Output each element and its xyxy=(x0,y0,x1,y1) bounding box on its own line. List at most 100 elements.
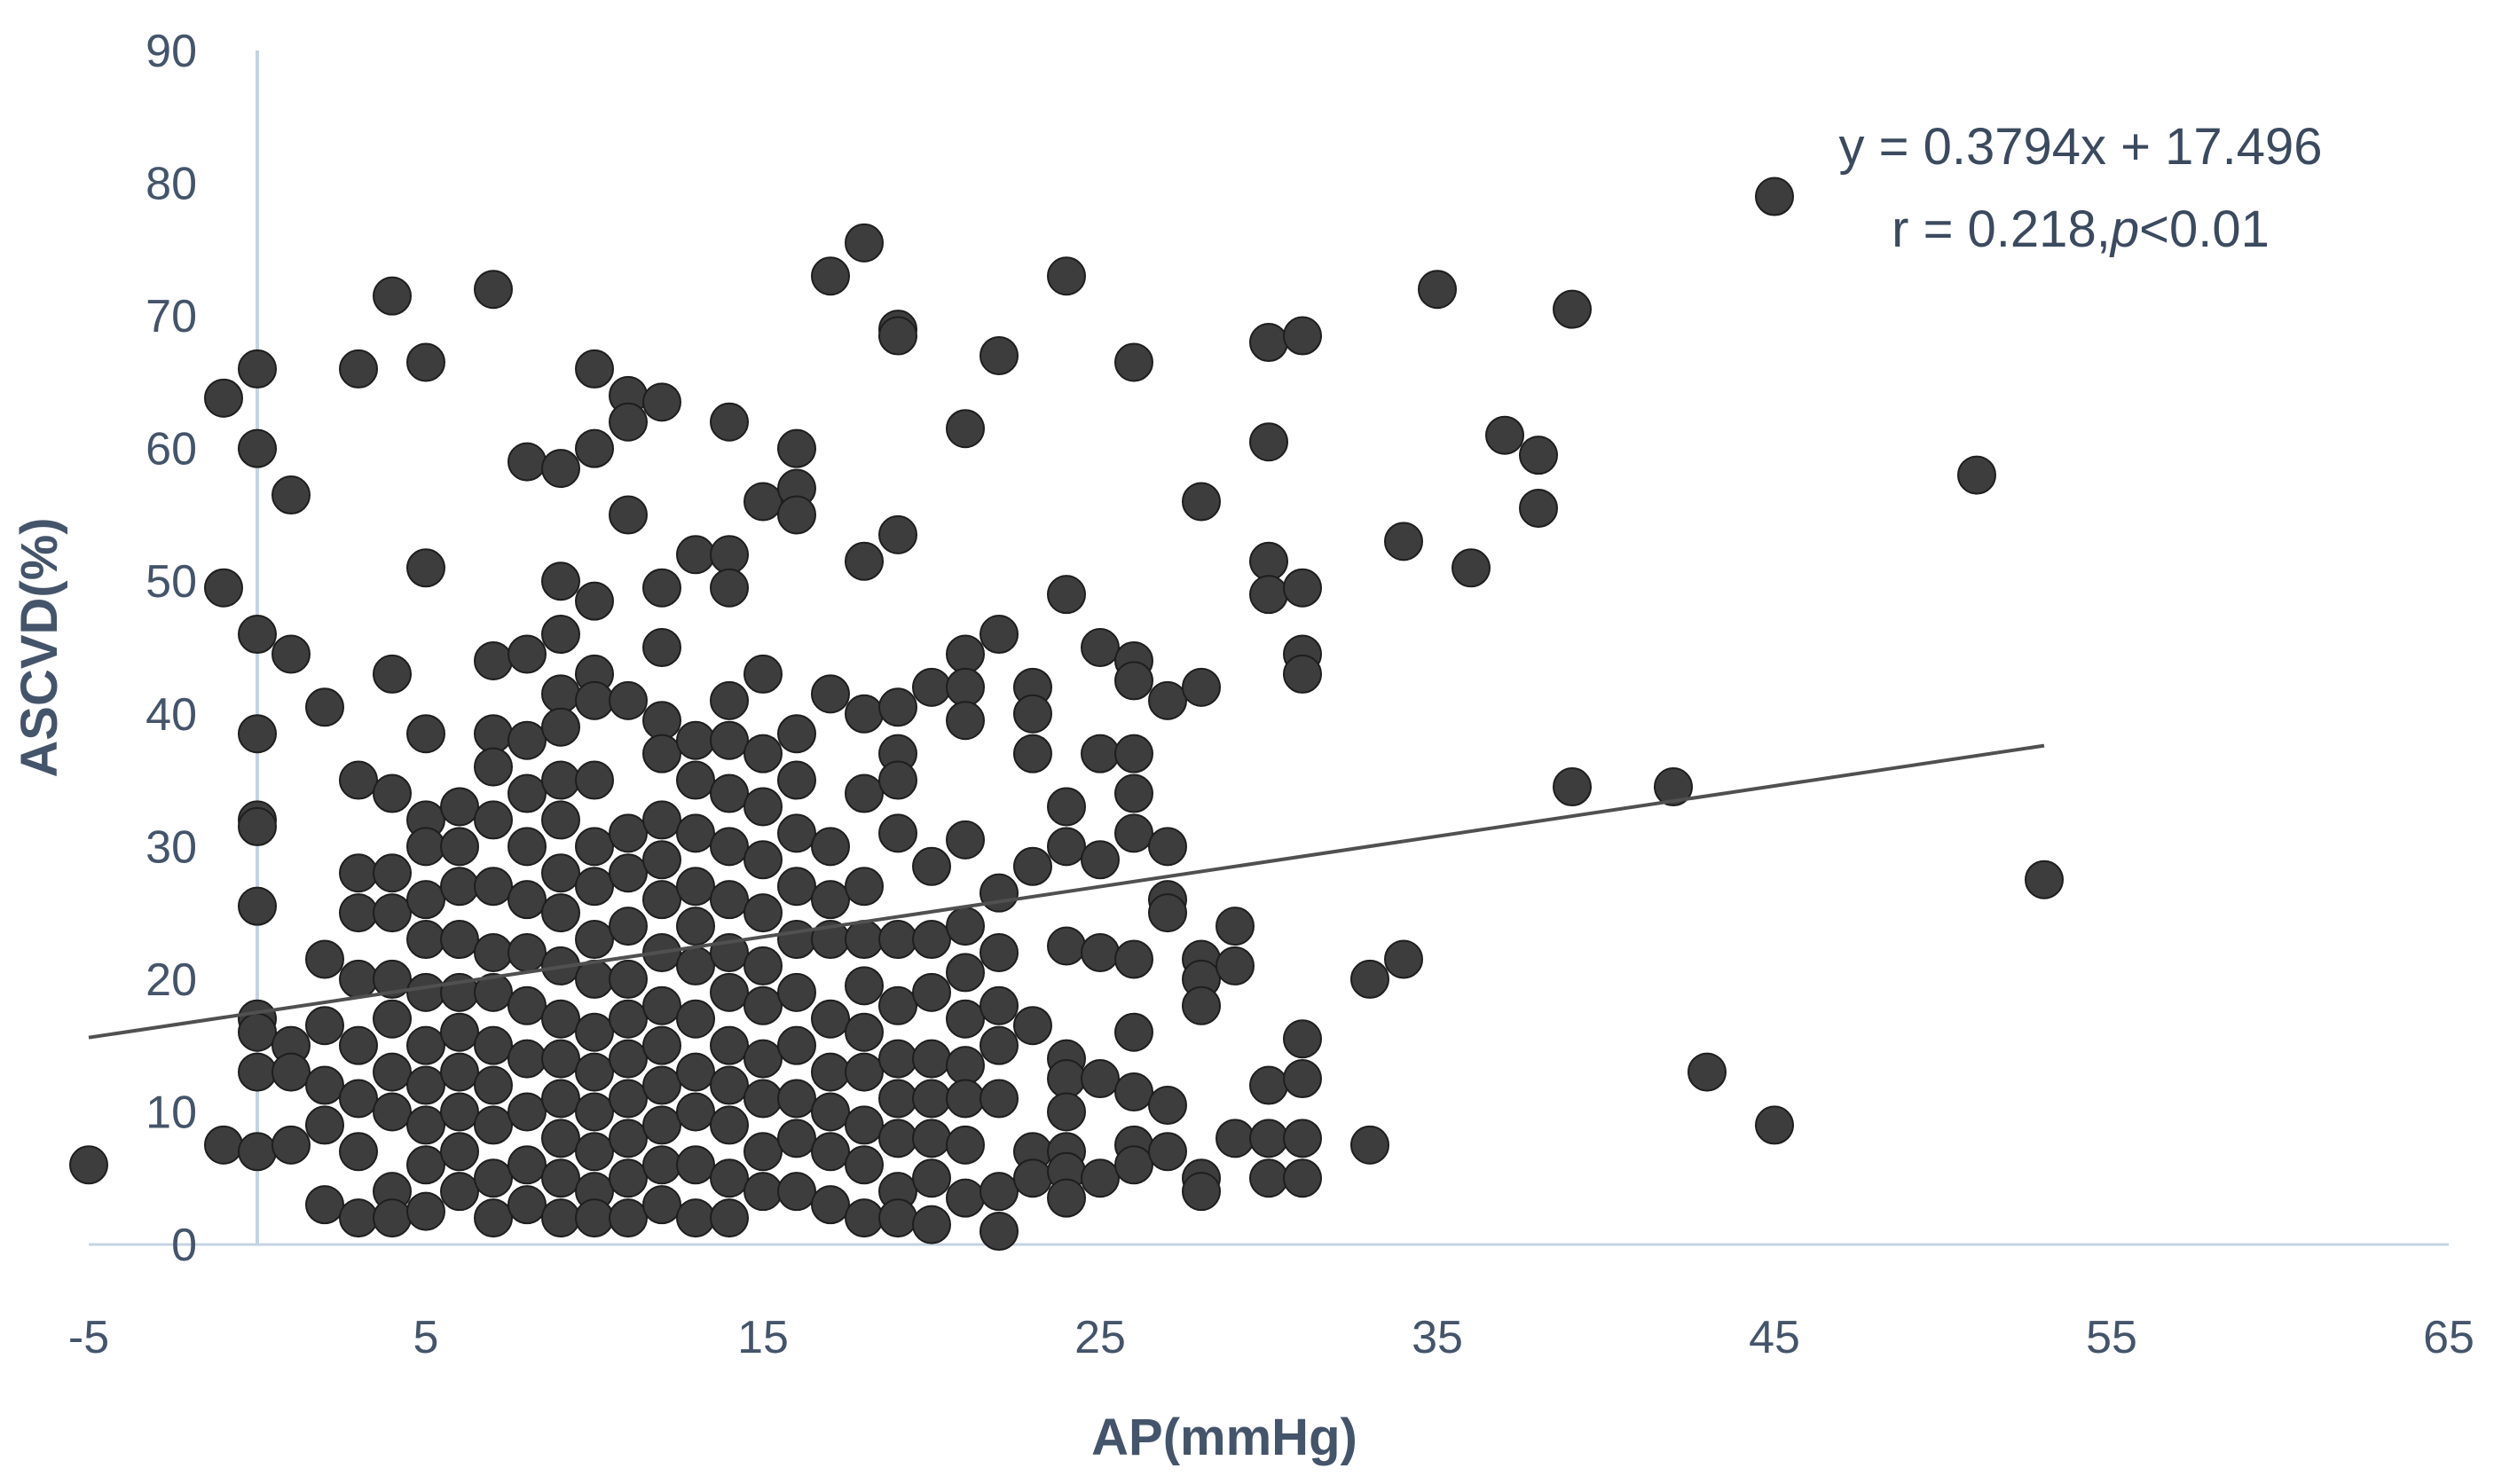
data-point xyxy=(507,442,547,482)
data-point xyxy=(609,402,648,442)
data-point xyxy=(676,535,715,575)
data-point xyxy=(710,972,749,1012)
data-point xyxy=(1553,767,1592,807)
data-point xyxy=(777,813,816,853)
y-tick-label: 60 xyxy=(146,424,197,475)
y-tick-label: 10 xyxy=(146,1087,197,1138)
data-point xyxy=(1957,455,1996,495)
data-point xyxy=(777,714,816,754)
data-point xyxy=(1283,1158,1322,1198)
data-point xyxy=(339,349,378,389)
data-point xyxy=(541,615,580,655)
data-point xyxy=(1047,787,1086,827)
data-point xyxy=(980,615,1019,655)
x-tick-label: 15 xyxy=(737,1312,789,1363)
x-tick-label: 45 xyxy=(1749,1312,1800,1363)
data-point xyxy=(777,1079,816,1119)
data-point xyxy=(271,1052,311,1092)
data-point xyxy=(676,1052,715,1092)
data-point xyxy=(676,946,715,985)
data-point xyxy=(507,1092,547,1132)
y-axis-title: ASCVD(%) xyxy=(11,517,68,777)
data-point xyxy=(373,654,412,694)
data-point xyxy=(474,1025,513,1065)
data-point xyxy=(1452,548,1491,588)
data-point xyxy=(271,1125,311,1165)
data-point xyxy=(1283,316,1322,356)
data-point xyxy=(1216,907,1255,946)
data-point xyxy=(743,482,783,522)
data-point xyxy=(946,999,985,1039)
data-point xyxy=(1148,1132,1187,1172)
data-point xyxy=(912,1119,951,1158)
data-point xyxy=(1081,628,1120,667)
data-point xyxy=(373,853,412,893)
data-point xyxy=(642,800,681,840)
data-point xyxy=(1519,488,1558,528)
data-point xyxy=(878,1119,917,1158)
data-point xyxy=(507,827,547,867)
data-point xyxy=(406,920,445,960)
x-axis-title: AP(mmHg) xyxy=(1091,1409,1357,1466)
x-tick-label: 35 xyxy=(1412,1312,1463,1363)
data-point xyxy=(676,1198,715,1238)
trendline xyxy=(88,743,2045,1040)
y-tick-label: 80 xyxy=(146,159,197,210)
data-point xyxy=(541,853,580,893)
data-point xyxy=(710,402,749,442)
data-point xyxy=(845,541,884,581)
data-point xyxy=(980,1172,1019,1212)
x-tick-label: -5 xyxy=(68,1312,109,1363)
data-point xyxy=(980,985,1019,1025)
data-point xyxy=(609,959,648,999)
data-point xyxy=(743,985,783,1025)
correlation-stat: r = 0.218,p<0.01 xyxy=(1892,200,2270,258)
data-point xyxy=(575,1012,614,1052)
data-point xyxy=(642,1145,681,1185)
data-point xyxy=(541,674,580,714)
data-point xyxy=(440,1172,479,1212)
data-point xyxy=(946,953,985,993)
data-point xyxy=(1114,734,1153,773)
data-point xyxy=(406,880,445,920)
data-point xyxy=(845,1012,884,1052)
data-point xyxy=(541,561,580,601)
data-point xyxy=(878,514,917,554)
data-point xyxy=(1384,939,1423,979)
data-point xyxy=(440,827,479,867)
data-point xyxy=(1148,1085,1187,1125)
data-point xyxy=(710,773,749,813)
data-point xyxy=(1047,1178,1086,1218)
data-point xyxy=(1688,1052,1727,1092)
data-point xyxy=(1047,1059,1086,1099)
data-point xyxy=(878,1039,917,1079)
data-point xyxy=(878,760,917,800)
data-point xyxy=(238,349,277,389)
data-point xyxy=(676,907,715,946)
data-point xyxy=(1114,661,1153,701)
data-point xyxy=(946,667,985,707)
data-point xyxy=(609,907,648,946)
data-point xyxy=(743,654,783,694)
data-point xyxy=(1013,1158,1052,1198)
data-point xyxy=(642,734,681,773)
data-point xyxy=(373,1198,412,1238)
data-point xyxy=(541,800,580,840)
x-tick-label: 65 xyxy=(2423,1312,2474,1363)
data-point xyxy=(305,1006,344,1046)
data-point xyxy=(845,1145,884,1185)
data-point xyxy=(946,409,985,449)
data-point xyxy=(1081,1059,1120,1099)
data-point xyxy=(541,1039,580,1079)
data-point xyxy=(575,349,614,389)
data-point xyxy=(811,1185,850,1225)
data-point xyxy=(575,1132,614,1172)
data-point xyxy=(373,773,412,813)
data-point xyxy=(609,853,648,893)
data-point xyxy=(575,959,614,999)
correlation-r: r = 0.218, xyxy=(1892,200,2111,258)
data-point xyxy=(373,1092,412,1132)
data-point xyxy=(474,1105,513,1145)
data-point xyxy=(507,720,547,760)
data-point xyxy=(238,886,277,926)
